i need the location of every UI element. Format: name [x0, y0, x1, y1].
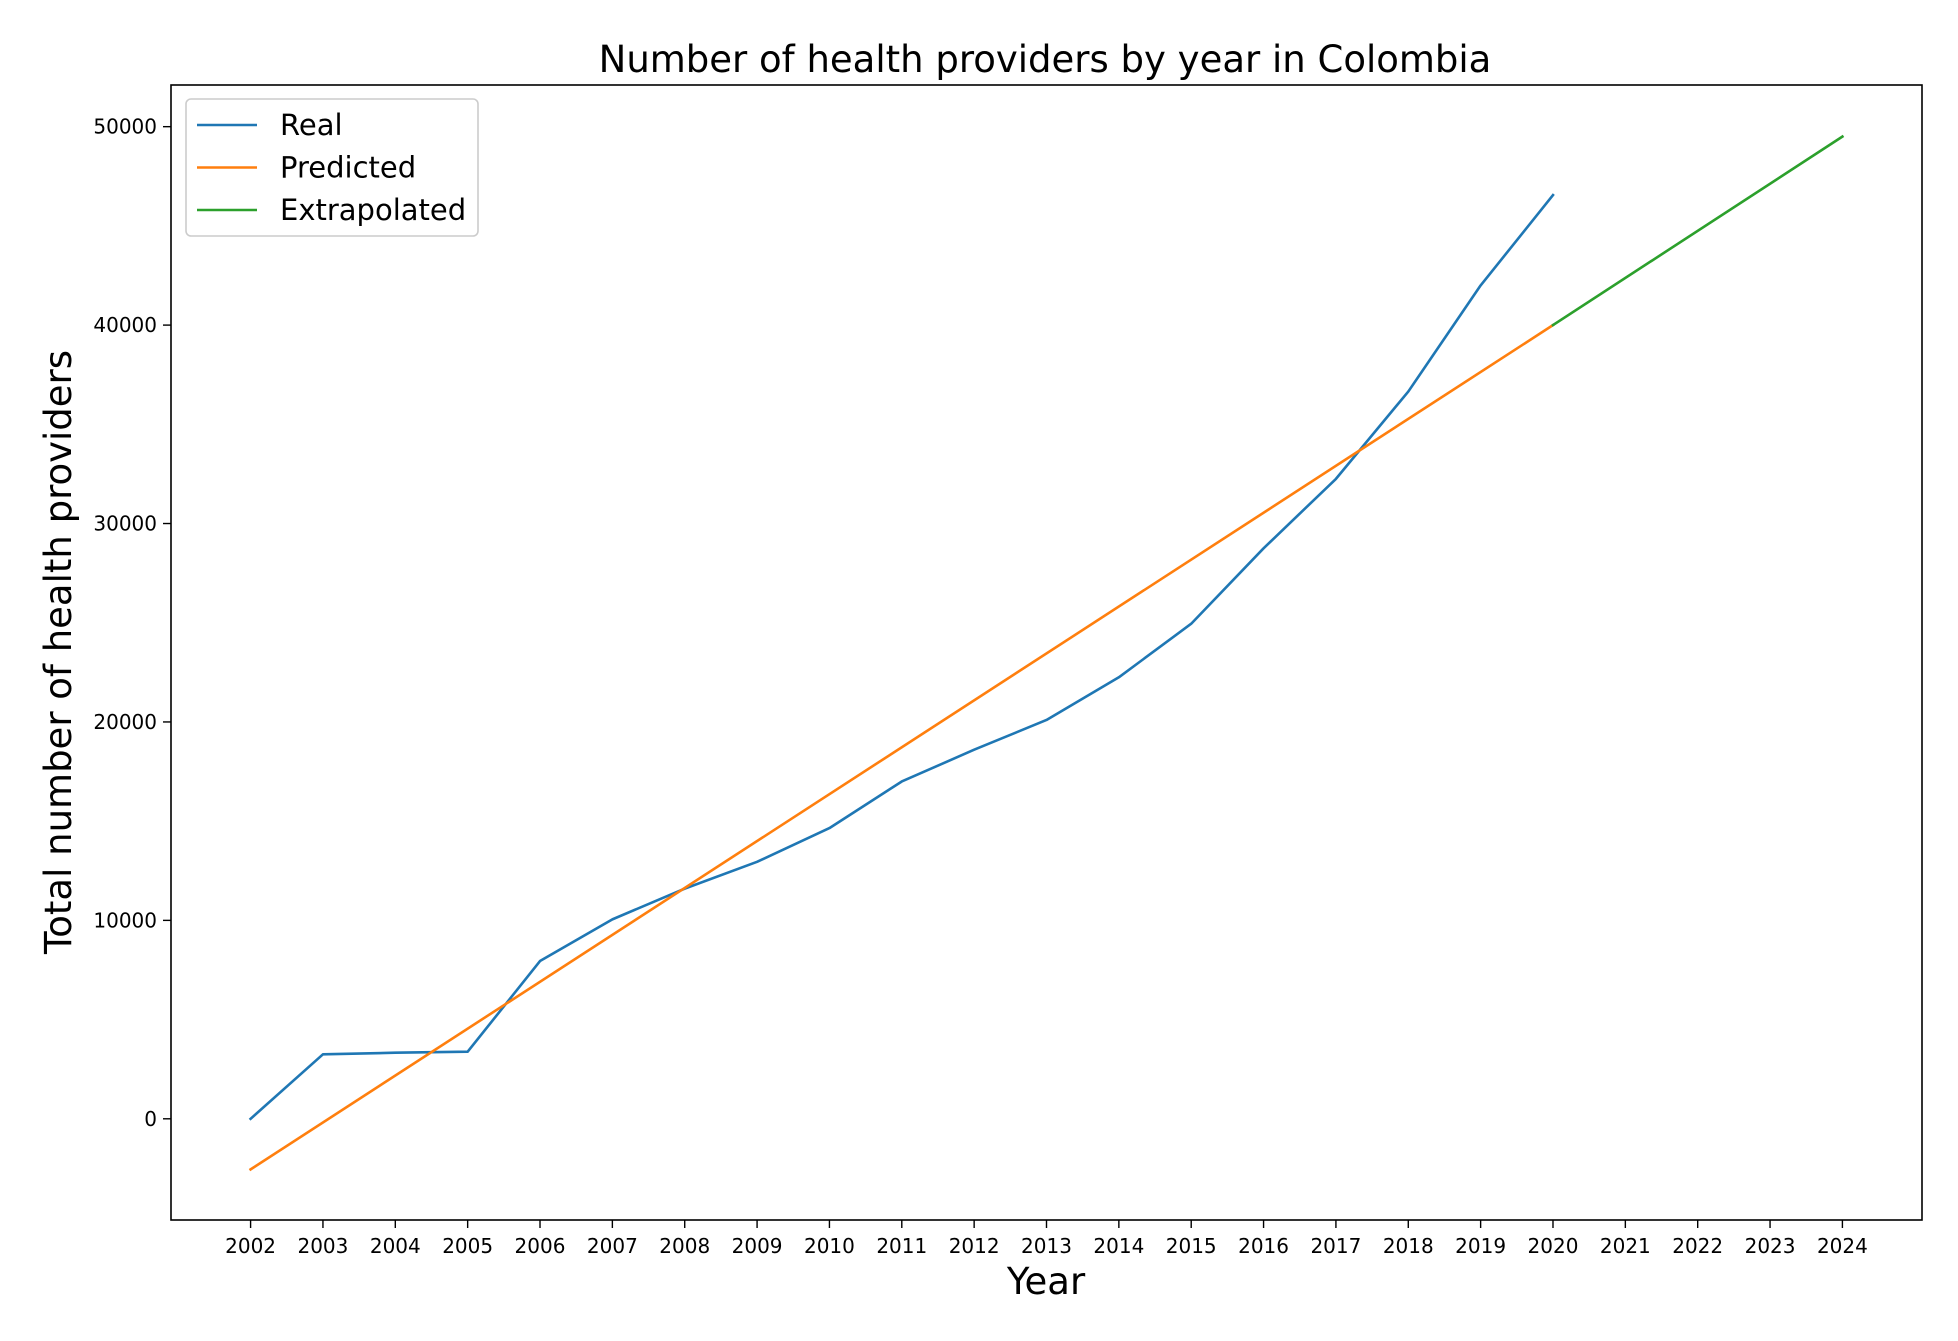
x-tick-label: 2012	[949, 1234, 1000, 1258]
y-tick-label: 20000	[93, 710, 157, 734]
y-tick-label: 0	[144, 1107, 157, 1131]
x-tick-label: 2002	[225, 1234, 276, 1258]
x-tick-label: 2011	[876, 1234, 927, 1258]
y-tick-label: 40000	[93, 313, 157, 337]
x-tick-label: 2021	[1600, 1234, 1651, 1258]
x-tick-label: 2003	[297, 1234, 348, 1258]
series-line-predicted	[248, 323, 1555, 1172]
y-axis-label: Total number of health providers	[37, 350, 80, 955]
x-tick-label: 2006	[515, 1234, 566, 1258]
y-tick-label: 30000	[93, 512, 157, 536]
legend-label-real: Real	[280, 108, 343, 142]
legend: Real Predicted Extrapolated	[185, 98, 479, 237]
chart-title: Number of health providers by year in Co…	[599, 38, 1492, 81]
x-tick-label: 2007	[587, 1234, 638, 1258]
x-tick-label: 2019	[1455, 1234, 1506, 1258]
x-tick-label: 2013	[1021, 1234, 1072, 1258]
series-line-extrapolated	[1551, 134, 1845, 327]
x-axis: 2002 2003 2004 2005 2006 2007 2008 2009 2010 2011…	[225, 1220, 1868, 1258]
series-layer	[248, 134, 1845, 1172]
x-tick-label: 2023	[1745, 1234, 1796, 1258]
x-tick-label: 2024	[1817, 1234, 1868, 1258]
x-tick-label: 2020	[1528, 1234, 1579, 1258]
x-axis-label: Year	[1006, 1260, 1086, 1303]
y-axis: 0 10000 20000 30000 40000 50000	[93, 115, 171, 1131]
x-tick-label: 2010	[804, 1234, 855, 1258]
x-tick-label: 2004	[370, 1234, 421, 1258]
x-tick-label: 2018	[1383, 1234, 1434, 1258]
x-tick-label: 2022	[1672, 1234, 1723, 1258]
x-tick-label: 2016	[1238, 1234, 1289, 1258]
legend-label-predicted: Predicted	[280, 151, 416, 185]
legend-box	[185, 98, 479, 237]
x-tick-label: 2009	[732, 1234, 783, 1258]
x-tick-label: 2017	[1310, 1234, 1361, 1258]
x-tick-label: 2014	[1093, 1234, 1144, 1258]
series-line-real	[248, 193, 1555, 1121]
y-tick-label: 10000	[93, 908, 157, 932]
x-tick-label: 2015	[1166, 1234, 1217, 1258]
legend-items: Real Predicted Extrapolated	[197, 108, 466, 227]
y-tick-label: 50000	[93, 115, 157, 139]
legend-label-extrapolated: Extrapolated	[280, 193, 466, 227]
x-tick-label: 2005	[442, 1234, 493, 1258]
x-tick-label: 2008	[659, 1234, 710, 1258]
